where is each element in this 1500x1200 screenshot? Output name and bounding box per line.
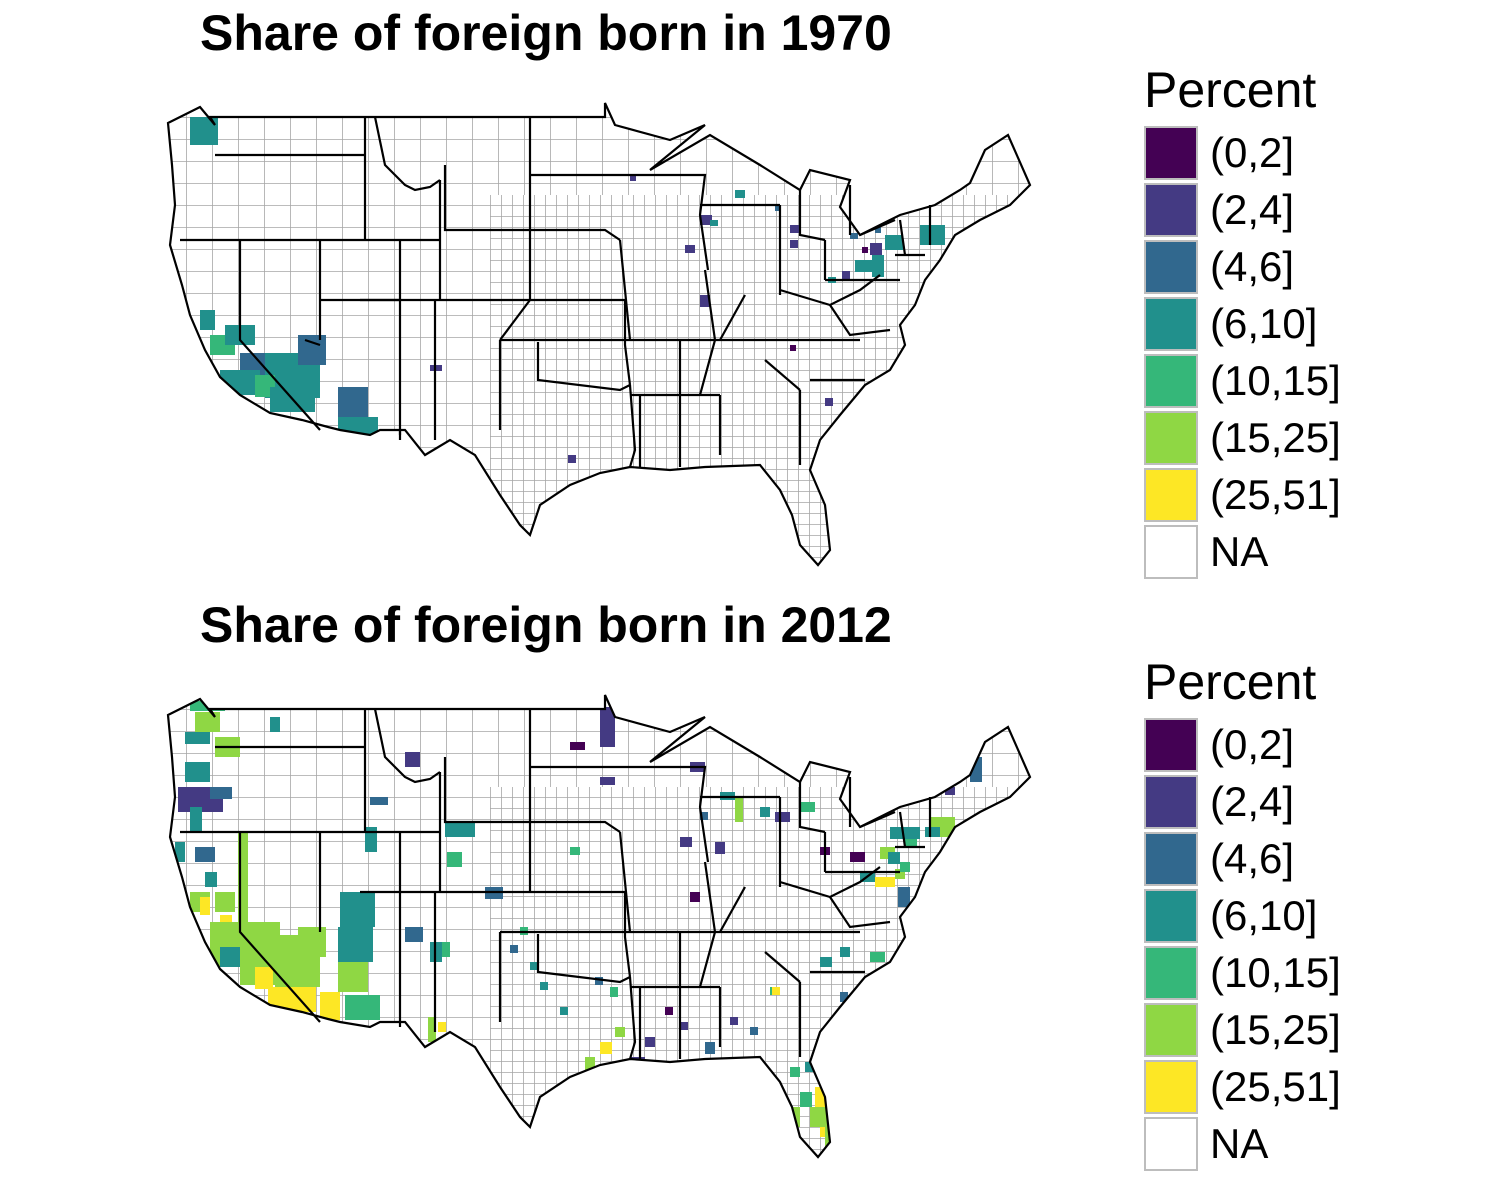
legend-item-4-6: (4,6] — [1144, 238, 1404, 295]
legend-item-na: NA — [1144, 523, 1404, 580]
legend-label: NA — [1210, 527, 1269, 575]
legend-label: (6,10] — [1210, 299, 1318, 347]
legend-label: (10,15] — [1210, 356, 1341, 404]
legend-item-25-51: (25,51] — [1144, 1058, 1404, 1115]
legend-label: (10,15] — [1210, 948, 1341, 996]
map-title-2012: Share of foreign born in 2012 — [200, 597, 892, 653]
map-svg-2012 — [166, 693, 1032, 1159]
legend-label: (4,6] — [1210, 834, 1295, 882]
legend-label: (4,6] — [1210, 242, 1295, 290]
legend-label: (15,25] — [1210, 413, 1341, 461]
legend-item-25-51: (25,51] — [1144, 466, 1404, 523]
legend-swatch — [1144, 524, 1198, 579]
panel-1970: Share of foreign born in 1970 — [160, 5, 1404, 580]
legend-swatch — [1144, 1002, 1198, 1057]
legend-title: Percent — [1144, 654, 1317, 710]
legend-swatch — [1144, 1059, 1198, 1114]
legend-label: (0,2] — [1210, 128, 1295, 176]
legend-swatch — [1144, 410, 1198, 465]
legend-item-15-25: (15,25] — [1144, 409, 1404, 466]
legend-item-10-15: (10,15] — [1144, 352, 1404, 409]
legend-swatch — [1144, 182, 1198, 237]
legend-title: Percent — [1144, 62, 1317, 118]
legend-item-4-6: (4,6] — [1144, 830, 1404, 887]
legend-swatch — [1144, 945, 1198, 1000]
us-county-map-2012 — [160, 687, 1040, 1172]
legend-swatch — [1144, 296, 1198, 351]
legend-swatch — [1144, 125, 1198, 180]
legend-swatch — [1144, 774, 1198, 829]
legend-label: NA — [1210, 1119, 1269, 1167]
legend-2012: Percent (0,2] (2,4] (4,6] (6,10] (10,15]… — [1144, 652, 1404, 1172]
legend-item-15-25: (15,25] — [1144, 1001, 1404, 1058]
legend-item-10-15: (10,15] — [1144, 944, 1404, 1001]
legend-label: (2,4] — [1210, 185, 1295, 233]
legend-item-0-2: (0,2] — [1144, 124, 1404, 181]
legend-item-na: NA — [1144, 1115, 1404, 1172]
legend-swatch — [1144, 831, 1198, 886]
legend-swatch — [1144, 467, 1198, 522]
legend-item-6-10: (6,10] — [1144, 295, 1404, 352]
legend-swatch — [1144, 239, 1198, 294]
us-county-map-1970 — [160, 95, 1040, 580]
legend-label: (6,10] — [1210, 891, 1318, 939]
panel-2012: Share of foreign born in 2012 — [0, 592, 1500, 1192]
map-title-1970: Share of foreign born in 1970 — [200, 5, 892, 61]
legend-item-2-4: (2,4] — [1144, 773, 1404, 830]
legend-label: (25,51] — [1210, 470, 1341, 518]
legend-label: (25,51] — [1210, 1062, 1341, 1110]
legend-item-6-10: (6,10] — [1144, 887, 1404, 944]
legend-swatch — [1144, 353, 1198, 408]
legend-swatch — [1144, 717, 1198, 772]
legend-label: (0,2] — [1210, 720, 1295, 768]
legend-item-2-4: (2,4] — [1144, 181, 1404, 238]
legend-item-0-2: (0,2] — [1144, 716, 1404, 773]
legend-label: (2,4] — [1210, 777, 1295, 825]
legend-swatch — [1144, 888, 1198, 943]
legend-label: (15,25] — [1210, 1005, 1341, 1053]
legend-1970: Percent (0,2] (2,4] (4,6] (6,10] (10,15]… — [1144, 60, 1404, 580]
legend-swatch — [1144, 1116, 1198, 1171]
map-svg-1970 — [166, 101, 1032, 567]
